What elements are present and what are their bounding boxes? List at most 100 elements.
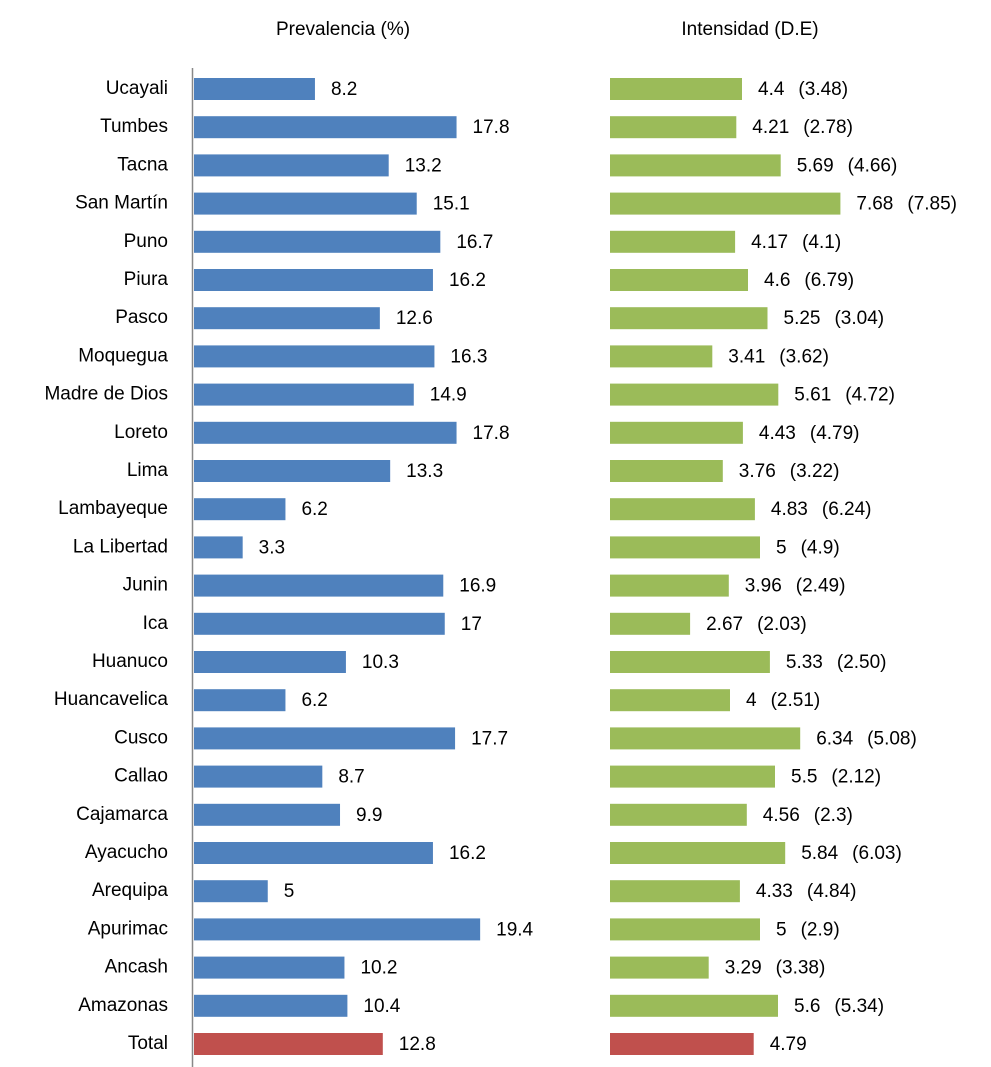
category-label: Lima bbox=[127, 460, 169, 481]
bar bbox=[194, 727, 456, 750]
bar bbox=[194, 345, 435, 368]
category-label: Madre de Dios bbox=[44, 384, 168, 405]
value-label: 5.69 bbox=[797, 155, 834, 176]
bar bbox=[194, 842, 433, 864]
value-label: 5.6 bbox=[794, 996, 820, 1017]
value-label: 16.2 bbox=[449, 843, 486, 864]
value-label: 13.2 bbox=[405, 155, 442, 176]
bar bbox=[194, 765, 323, 788]
category-label: Cajamarca bbox=[76, 804, 168, 825]
sd-label: (4.72) bbox=[845, 385, 895, 406]
bar bbox=[194, 192, 417, 215]
value-label: 5 bbox=[776, 537, 787, 558]
value-label: 3.76 bbox=[739, 461, 776, 482]
sd-label: (3.48) bbox=[798, 79, 848, 100]
sd-label: (5.34) bbox=[834, 996, 884, 1017]
category-label: San Martín bbox=[75, 193, 168, 214]
sd-label: (2.51) bbox=[771, 690, 821, 711]
value-label: 4.33 bbox=[756, 881, 793, 902]
bar bbox=[610, 460, 723, 482]
value-label: 16.3 bbox=[450, 346, 487, 367]
bar bbox=[610, 421, 743, 444]
bar bbox=[194, 1033, 383, 1055]
sd-label: (4.1) bbox=[802, 232, 841, 253]
value-label: 5.33 bbox=[786, 652, 823, 673]
value-label: 17.8 bbox=[473, 423, 510, 444]
value-label: 6.2 bbox=[301, 690, 327, 711]
value-label: 5.25 bbox=[784, 308, 821, 329]
category-label: Moquegua bbox=[78, 345, 168, 366]
category-label: Total bbox=[128, 1033, 168, 1054]
category-label: Cusco bbox=[114, 727, 168, 748]
value-label: 5 bbox=[776, 919, 787, 940]
category-label: Ica bbox=[143, 613, 169, 634]
bar bbox=[610, 880, 740, 903]
value-label: 4.83 bbox=[771, 499, 808, 520]
value-label: 17.8 bbox=[473, 117, 510, 138]
category-label: Puno bbox=[124, 231, 168, 252]
value-label: 17 bbox=[461, 614, 482, 635]
category-label: Ancash bbox=[105, 957, 168, 978]
bar bbox=[610, 269, 748, 291]
category-label: Tumbes bbox=[100, 116, 168, 137]
sd-label: (5.08) bbox=[867, 728, 917, 749]
value-label: 10.3 bbox=[362, 652, 399, 673]
sd-label: (4.79) bbox=[810, 423, 860, 444]
value-label: 8.7 bbox=[338, 767, 364, 788]
category-label: Tacna bbox=[117, 154, 168, 175]
sd-label: (2.3) bbox=[814, 805, 853, 826]
value-label: 5.61 bbox=[794, 385, 831, 406]
sd-label: (2.50) bbox=[837, 652, 887, 673]
bar bbox=[610, 345, 713, 368]
category-label: Pasco bbox=[115, 307, 168, 328]
value-label: 4.43 bbox=[759, 423, 796, 444]
bar bbox=[194, 421, 457, 444]
bar bbox=[194, 230, 441, 253]
category-label: Ayacucho bbox=[85, 842, 168, 863]
chart-title: Prevalencia (%) bbox=[276, 19, 410, 40]
bar bbox=[194, 460, 391, 482]
value-label: 13.3 bbox=[406, 461, 443, 482]
category-label: Arequipa bbox=[92, 880, 168, 901]
category-label: Callao bbox=[114, 766, 168, 787]
bar bbox=[610, 78, 742, 100]
value-label: 4.56 bbox=[763, 805, 800, 826]
sd-label: (3.62) bbox=[779, 346, 829, 367]
category-label: Lambayeque bbox=[58, 498, 168, 519]
bar bbox=[194, 689, 286, 712]
bar bbox=[610, 727, 801, 750]
value-label: 16.9 bbox=[459, 576, 496, 597]
bar bbox=[610, 116, 737, 139]
value-label: 4.79 bbox=[770, 1034, 807, 1055]
category-label: Ucayali bbox=[106, 78, 168, 99]
bar bbox=[610, 230, 736, 253]
bar bbox=[194, 612, 445, 635]
value-label: 14.9 bbox=[430, 385, 467, 406]
bar bbox=[194, 154, 389, 177]
value-label: 19.4 bbox=[496, 919, 533, 940]
sd-label: (2.12) bbox=[831, 767, 881, 788]
bar bbox=[610, 307, 768, 330]
category-label: Piura bbox=[124, 269, 169, 290]
sd-label: (3.22) bbox=[790, 461, 840, 482]
bar bbox=[610, 612, 691, 635]
bar bbox=[610, 154, 781, 177]
value-label: 17.7 bbox=[471, 728, 508, 749]
value-label: 8.2 bbox=[331, 79, 357, 100]
sd-label: (4.9) bbox=[801, 537, 840, 558]
sd-label: (6.79) bbox=[804, 270, 854, 291]
bar bbox=[194, 78, 315, 100]
sd-label: (7.85) bbox=[907, 194, 957, 215]
bar bbox=[610, 689, 730, 712]
value-label: 4.6 bbox=[764, 270, 790, 291]
value-label: 6.34 bbox=[816, 728, 853, 749]
bar bbox=[194, 956, 345, 979]
bar bbox=[194, 498, 286, 521]
category-label: Junin bbox=[123, 575, 168, 596]
value-label: 3.96 bbox=[745, 576, 782, 597]
bar bbox=[610, 803, 747, 826]
sd-label: (2.78) bbox=[803, 117, 853, 138]
bar bbox=[610, 842, 786, 864]
value-label: 7.68 bbox=[856, 194, 893, 215]
